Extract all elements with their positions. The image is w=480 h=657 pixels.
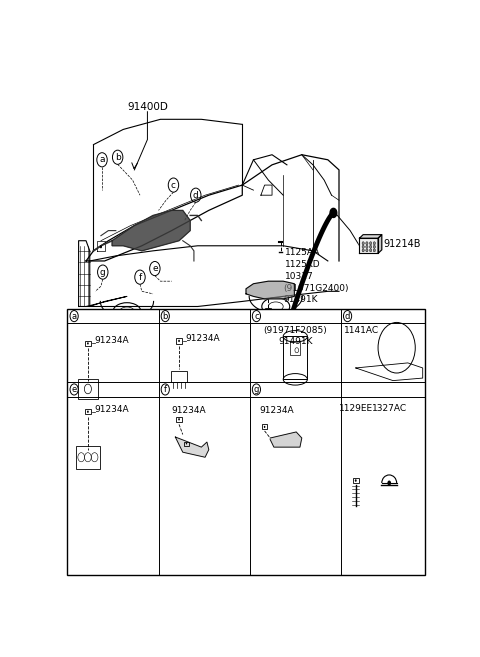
Text: (91971G2400)
91491K: (91971G2400) 91491K bbox=[283, 284, 348, 304]
Text: 91234A: 91234A bbox=[186, 334, 220, 344]
Polygon shape bbox=[378, 235, 382, 254]
Circle shape bbox=[387, 480, 391, 486]
Polygon shape bbox=[360, 238, 378, 254]
Polygon shape bbox=[175, 437, 209, 457]
Text: 91234A: 91234A bbox=[259, 405, 294, 415]
Text: g: g bbox=[254, 385, 259, 394]
Polygon shape bbox=[270, 432, 302, 447]
Circle shape bbox=[355, 479, 357, 482]
Text: 1125AA
1125KD
10317: 1125AA 1125KD 10317 bbox=[285, 248, 321, 281]
Text: g: g bbox=[100, 267, 106, 277]
Text: f: f bbox=[138, 273, 142, 282]
Bar bbox=[184, 442, 189, 445]
Text: 1129EE: 1129EE bbox=[339, 404, 373, 413]
Circle shape bbox=[370, 245, 372, 248]
Circle shape bbox=[373, 249, 375, 252]
Circle shape bbox=[370, 242, 372, 245]
Polygon shape bbox=[246, 281, 294, 299]
Text: a: a bbox=[72, 311, 77, 321]
Circle shape bbox=[178, 340, 180, 342]
Bar bbox=[176, 417, 182, 422]
Text: a: a bbox=[99, 155, 105, 164]
Circle shape bbox=[87, 342, 89, 345]
Text: b: b bbox=[115, 153, 120, 162]
Bar bbox=[290, 341, 300, 355]
Circle shape bbox=[330, 208, 337, 217]
Text: 91400D: 91400D bbox=[127, 102, 168, 112]
Text: b: b bbox=[163, 311, 168, 321]
Circle shape bbox=[100, 245, 102, 248]
Text: c: c bbox=[254, 311, 259, 321]
Circle shape bbox=[178, 418, 180, 420]
Text: c: c bbox=[171, 181, 176, 190]
Bar bbox=[67, 309, 424, 575]
Bar bbox=[262, 424, 267, 429]
Text: (91971F2085)
91491K: (91971F2085) 91491K bbox=[264, 326, 327, 346]
Circle shape bbox=[373, 242, 375, 245]
Bar bbox=[85, 341, 91, 346]
Circle shape bbox=[366, 245, 368, 248]
Bar bbox=[283, 336, 307, 379]
Bar bbox=[171, 371, 187, 382]
Bar bbox=[176, 338, 182, 344]
Text: d: d bbox=[345, 311, 350, 321]
Circle shape bbox=[186, 443, 187, 445]
Circle shape bbox=[362, 242, 364, 245]
Text: 91234A: 91234A bbox=[95, 336, 129, 346]
Text: 1141AC: 1141AC bbox=[344, 326, 379, 334]
Circle shape bbox=[366, 249, 368, 252]
Bar bbox=[78, 379, 97, 399]
Text: e: e bbox=[152, 264, 157, 273]
Text: 91214B: 91214B bbox=[384, 239, 421, 249]
Text: f: f bbox=[164, 385, 167, 394]
Circle shape bbox=[362, 245, 364, 248]
Text: 91234A: 91234A bbox=[172, 405, 206, 415]
Circle shape bbox=[366, 242, 368, 245]
Bar bbox=[76, 446, 100, 468]
Bar bbox=[353, 478, 359, 484]
Text: e: e bbox=[72, 385, 77, 394]
Circle shape bbox=[362, 249, 364, 252]
Text: 91234A: 91234A bbox=[95, 405, 129, 414]
Circle shape bbox=[264, 426, 265, 428]
Text: 1327AC: 1327AC bbox=[372, 404, 407, 413]
Polygon shape bbox=[360, 235, 382, 238]
Circle shape bbox=[370, 249, 372, 252]
Circle shape bbox=[87, 411, 89, 413]
Circle shape bbox=[373, 245, 375, 248]
Text: d: d bbox=[193, 191, 199, 200]
Bar bbox=[85, 409, 91, 415]
Polygon shape bbox=[112, 210, 190, 251]
